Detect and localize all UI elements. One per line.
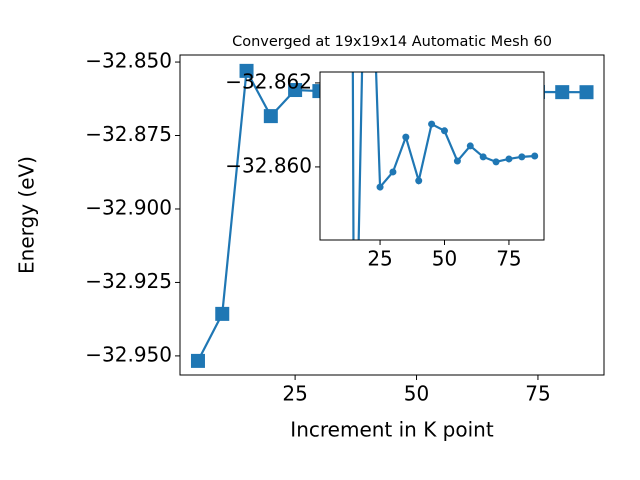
y-tick-label: −32.925	[85, 269, 172, 293]
marker	[466, 142, 474, 150]
axes-frame	[319, 71, 545, 241]
axes-frame	[179, 54, 605, 376]
x-tick-label: 25	[367, 247, 392, 271]
marker	[505, 155, 513, 163]
marker	[555, 85, 570, 100]
marker	[531, 152, 539, 160]
marker	[441, 127, 449, 135]
marker	[479, 153, 487, 161]
marker	[239, 63, 254, 78]
marker	[263, 109, 278, 124]
marker	[288, 83, 303, 98]
marker	[389, 168, 397, 176]
marker	[492, 158, 500, 166]
plot-clip	[351, 72, 539, 464]
marker	[215, 306, 230, 321]
y-tick-label: −32.875	[85, 122, 172, 146]
marker	[402, 133, 410, 141]
y-tick-label: −32.860	[225, 153, 312, 177]
x-tick-label: 50	[404, 382, 429, 406]
x-axis-label: Increment in K point	[290, 418, 494, 442]
marker	[376, 183, 384, 191]
marker	[518, 153, 526, 161]
y-tick-label: −32.862	[225, 69, 312, 93]
x-tick-label: 25	[282, 382, 307, 406]
y-tick-label: −32.850	[85, 49, 172, 73]
marker	[428, 120, 436, 128]
x-tick-label: 50	[432, 247, 457, 271]
x-tick-label: 75	[525, 382, 550, 406]
marker	[453, 157, 461, 165]
marker	[190, 353, 205, 368]
marker	[579, 85, 594, 100]
y-tick-label: −32.900	[85, 195, 172, 219]
chart-title: Converged at 19x19x14 Automatic Mesh 60	[232, 34, 552, 50]
plot-area	[320, 72, 544, 240]
y-axis-label: Energy (eV)	[15, 156, 39, 274]
y-tick-label: −32.950	[85, 342, 172, 366]
marker	[415, 177, 423, 185]
x-tick-label: 75	[496, 247, 521, 271]
marker	[351, 457, 358, 464]
